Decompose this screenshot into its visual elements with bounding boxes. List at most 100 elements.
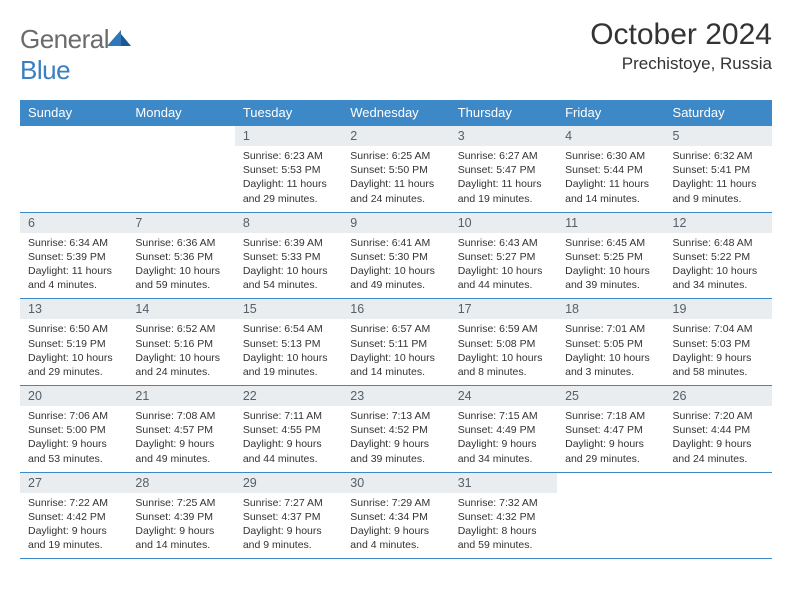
daylight: Daylight: 9 hours and 14 minutes. — [135, 524, 226, 552]
sunrise: Sunrise: 6:52 AM — [135, 322, 226, 336]
sunset: Sunset: 4:32 PM — [458, 510, 549, 524]
dow-tue: Tuesday — [235, 100, 342, 126]
day-body: Sunrise: 6:32 AMSunset: 5:41 PMDaylight:… — [665, 146, 772, 212]
sunrise: Sunrise: 7:15 AM — [458, 409, 549, 423]
dow-wed: Wednesday — [342, 100, 449, 126]
sunset: Sunset: 4:42 PM — [28, 510, 119, 524]
calendar-body: .... 1Sunrise: 6:23 AMSunset: 5:53 PMDayl… — [20, 126, 772, 559]
day-number: 5 — [665, 126, 772, 146]
day-body: Sunrise: 6:57 AMSunset: 5:11 PMDaylight:… — [342, 319, 449, 385]
day-cell: 9Sunrise: 6:41 AMSunset: 5:30 PMDaylight… — [342, 212, 449, 299]
week-row: 27Sunrise: 7:22 AMSunset: 4:42 PMDayligh… — [20, 472, 772, 558]
day-number: 18 — [557, 299, 664, 319]
day-number: 17 — [450, 299, 557, 319]
day-number: 11 — [557, 213, 664, 233]
sunrise: Sunrise: 7:20 AM — [673, 409, 764, 423]
week-row: 20 Sunrise: 7:06 AMSunset: 5:00 PM Dayligh… — [20, 386, 772, 473]
day-number: 6 — [20, 213, 127, 233]
sunset: Sunset: 5:44 PM — [565, 163, 656, 177]
sunrise: Sunrise: 7:18 AM — [565, 409, 656, 423]
day-cell: 11Sunrise: 6:45 AMSunset: 5:25 PMDayligh… — [557, 212, 664, 299]
sunrise: Sunrise: 7:27 AM — [243, 496, 334, 510]
day-number: 24 — [450, 386, 557, 406]
sunrise: Sunrise: 7:32 AM — [458, 496, 549, 510]
daylight: Daylight: 9 hours and 44 minutes. — [243, 437, 334, 465]
day-body: Sunrise: 6:45 AMSunset: 5:25 PMDaylight:… — [557, 233, 664, 299]
week-row: ....1Sunrise: 6:23 AMSunset: 5:53 PMDayl… — [20, 126, 772, 213]
day-cell: .. — [557, 472, 664, 558]
sunset: Sunset: 4:57 PM — [135, 423, 226, 437]
day-number: 26 — [665, 386, 772, 406]
daylight: Daylight: 9 hours and 19 minutes. — [28, 524, 119, 552]
day-cell: 12Sunrise: 6:48 AMSunset: 5:22 PMDayligh… — [665, 212, 772, 299]
day-cell: 13Sunrise: 6:50 AMSunset: 5:19 PMDayligh… — [20, 299, 127, 386]
week-row: 13Sunrise: 6:50 AMSunset: 5:19 PMDayligh… — [20, 299, 772, 386]
day-number: 31 — [450, 473, 557, 493]
day-number: 14 — [127, 299, 234, 319]
sunset: Sunset: 5:00 PM — [28, 423, 119, 437]
sunset: Sunset: 5:25 PM — [565, 250, 656, 264]
sunrise: Sunrise: 6:25 AM — [350, 149, 441, 163]
day-cell: 15Sunrise: 6:54 AMSunset: 5:13 PMDayligh… — [235, 299, 342, 386]
sunset: Sunset: 4:39 PM — [135, 510, 226, 524]
day-number: 1 — [235, 126, 342, 146]
sunset: Sunset: 5:27 PM — [458, 250, 549, 264]
day-cell: 21Sunrise: 7:08 AMSunset: 4:57 PMDayligh… — [127, 386, 234, 473]
sunrise: Sunrise: 7:08 AM — [135, 409, 226, 423]
day-body: Sunrise: 7:01 AMSunset: 5:05 PMDaylight:… — [557, 319, 664, 385]
sunrise: Sunrise: 6:43 AM — [458, 236, 549, 250]
day-cell: 16Sunrise: 6:57 AMSunset: 5:11 PMDayligh… — [342, 299, 449, 386]
day-cell: 26 Sunrise: 7:20 AMSunset: 4:44 PMDayligh… — [665, 386, 772, 473]
day-number: 28 — [127, 473, 234, 493]
day-body: Sunrise: 7:13 AMSunset: 4:52 PMDaylight:… — [342, 406, 449, 472]
daylight: Daylight: 9 hours and 29 minutes. — [565, 437, 656, 465]
day-cell: 20Sunrise: 7:06 AMSunset: 5:00 PMDayligh… — [20, 386, 127, 473]
sunrise: Sunrise: 6:45 AM — [565, 236, 656, 250]
daylight: Daylight: 9 hours and 39 minutes. — [350, 437, 441, 465]
sunset: Sunset: 4:52 PM — [350, 423, 441, 437]
day-body: Sunrise: 6:25 AMSunset: 5:50 PMDaylight:… — [342, 146, 449, 212]
day-body: Sunrise: 7:15 AMSunset: 4:49 PMDaylight:… — [450, 406, 557, 472]
day-body: Sunrise: 6:23 AMSunset: 5:53 PMDaylight:… — [235, 146, 342, 212]
sunset: Sunset: 5:03 PM — [673, 337, 764, 351]
day-number: 19 — [665, 299, 772, 319]
day-cell: 30Sunrise: 7:29 AMSunset: 4:34 PMDayligh… — [342, 472, 449, 558]
week-row: 6Sunrise: 6:34 AMSunset: 5:39 PMDaylight… — [20, 212, 772, 299]
sunrise: Sunrise: 6:41 AM — [350, 236, 441, 250]
day-body: Sunrise: 6:48 AMSunset: 5:22 PMDaylight:… — [665, 233, 772, 299]
day-number: 20 — [20, 386, 127, 406]
day-cell: 10Sunrise: 6:43 AMSunset: 5:27 PMDayligh… — [450, 212, 557, 299]
month-title: October 2024 — [590, 18, 772, 52]
day-cell: 28 Sunrise: 7:25 AMSunset: 4:39 PMDayligh… — [127, 472, 234, 558]
day-number: 2 — [342, 126, 449, 146]
day-number: 10 — [450, 213, 557, 233]
day-number: 16 — [342, 299, 449, 319]
day-body: Sunrise: 6:43 AMSunset: 5:27 PMDaylight:… — [450, 233, 557, 299]
sunset: Sunset: 5:36 PM — [135, 250, 226, 264]
sunrise: Sunrise: 7:25 AM — [135, 496, 226, 510]
sunrise: Sunrise: 7:01 AM — [565, 322, 656, 336]
day-cell: 2Sunrise: 6:25 AMSunset: 5:50 PMDaylight… — [342, 126, 449, 213]
daylight: Daylight: 11 hours and 9 minutes. — [673, 177, 764, 205]
sunrise: Sunrise: 6:30 AM — [565, 149, 656, 163]
day-cell: 24Sunrise: 7:15 AMSunset: 4:49 PMDayligh… — [450, 386, 557, 473]
daylight: Daylight: 10 hours and 19 minutes. — [243, 351, 334, 379]
daylight: Daylight: 11 hours and 29 minutes. — [243, 177, 334, 205]
day-cell: 23Sunrise: 7:13 AMSunset: 4:52 PMDayligh… — [342, 386, 449, 473]
sunrise: Sunrise: 7:04 AM — [673, 322, 764, 336]
sunset: Sunset: 5:13 PM — [243, 337, 334, 351]
day-number: 13 — [20, 299, 127, 319]
daylight: Daylight: 8 hours and 59 minutes. — [458, 524, 549, 552]
daylight: Daylight: 10 hours and 34 minutes. — [673, 264, 764, 292]
sunrise: Sunrise: 7:06 AM — [28, 409, 119, 423]
day-body: Sunrise: 7:27 AMSunset: 4:37 PMDaylight:… — [235, 493, 342, 559]
daylight: Daylight: 9 hours and 24 minutes. — [673, 437, 764, 465]
logo-text: General Blue — [20, 24, 133, 86]
day-body: Sunrise: 6:52 AMSunset: 5:16 PMDaylight:… — [127, 319, 234, 385]
daylight: Daylight: 9 hours and 34 minutes. — [458, 437, 549, 465]
day-cell: .. — [20, 126, 127, 213]
sunset: Sunset: 4:44 PM — [673, 423, 764, 437]
sunrise: Sunrise: 7:13 AM — [350, 409, 441, 423]
sunset: Sunset: 5:22 PM — [673, 250, 764, 264]
day-cell: 14Sunrise: 6:52 AMSunset: 5:16 PMDayligh… — [127, 299, 234, 386]
